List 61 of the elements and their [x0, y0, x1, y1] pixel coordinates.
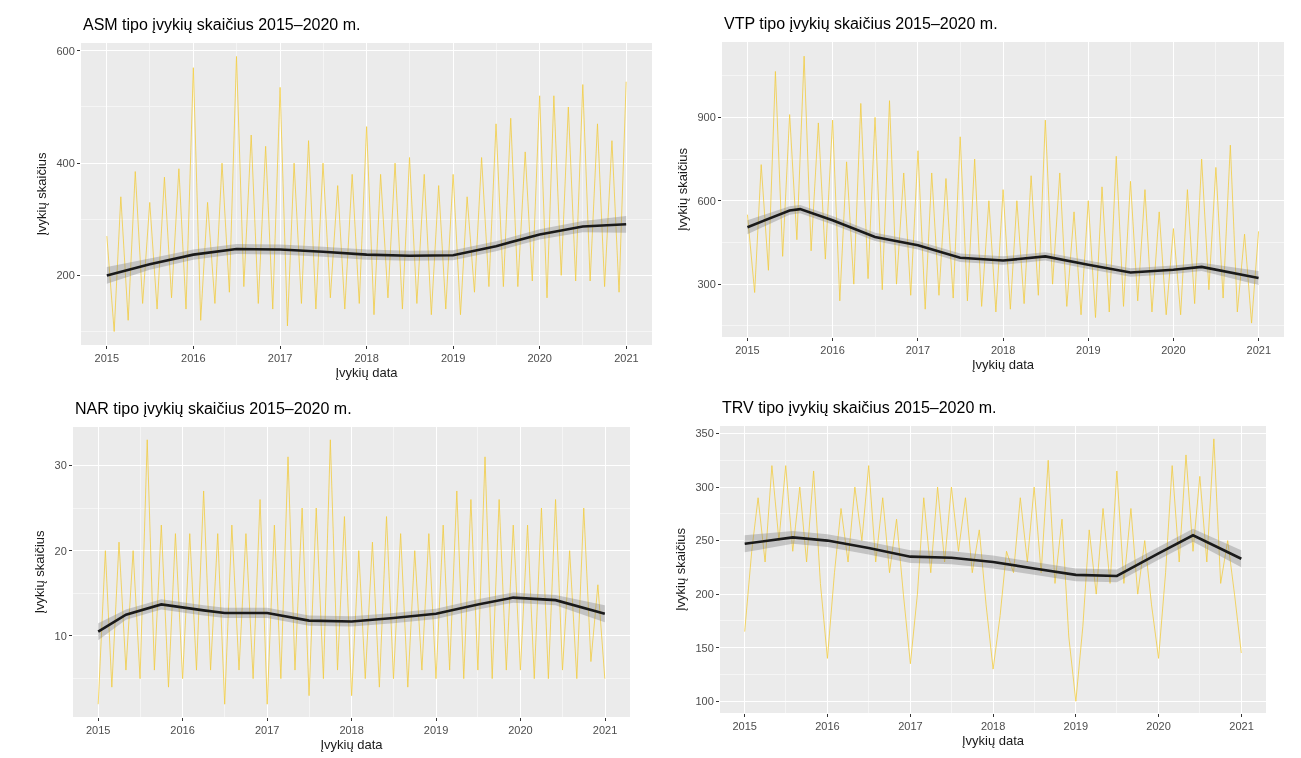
x-tick-label: 2017: [905, 344, 931, 357]
x-tick-label: 2021: [592, 724, 618, 737]
x-tick-label: 2018: [990, 344, 1016, 357]
line-series: [106, 56, 627, 332]
y-axis-title: Įvykių skaičius: [32, 529, 48, 614]
x-tick-label: 2020: [527, 352, 552, 365]
line-series: [747, 55, 1259, 324]
x-tick-label: 2018: [339, 724, 364, 737]
x-tick-label: 2021: [1246, 344, 1272, 357]
x-tick-label: 2015: [94, 352, 120, 365]
x-tick-label: 2020: [1146, 720, 1171, 733]
x-tick-label: 2015: [85, 724, 111, 737]
x-tick-label: 2020: [1161, 344, 1186, 357]
x-tick-label: 2016: [820, 344, 845, 357]
x-tick-label: 2018: [354, 352, 379, 365]
x-tick-label: 2015: [732, 720, 757, 733]
chart-title: ASM tipo įvykių skaičius 2015–2020 m.: [83, 16, 361, 33]
x-tick-label: 2017: [267, 352, 293, 365]
x-tick-label: 2018: [980, 720, 1006, 733]
x-tick-label: 2017: [254, 724, 280, 737]
x-tick-label: 2021: [1229, 720, 1254, 733]
x-tick-label: 2019: [440, 352, 466, 365]
y-tick-label: 250: [695, 534, 714, 547]
x-axis-title: Įvykių data: [961, 732, 1025, 748]
line-series: [105, 223, 628, 277]
x-tick-label: 2015: [735, 344, 760, 357]
y-tick-label: 20: [54, 544, 67, 557]
x-tick-label: 2016: [170, 724, 195, 737]
y-tick-label: 350: [695, 427, 714, 440]
y-tick-label: 600: [697, 194, 716, 207]
line-series: [96, 596, 607, 634]
y-tick-label: 300: [695, 480, 714, 493]
y-axis-title: Įvykių skaičius: [34, 151, 50, 236]
y-axis-title: Įvykių skaičius: [673, 527, 689, 612]
y-tick-label: 900: [697, 111, 716, 124]
x-tick-label: 2016: [181, 352, 206, 365]
x-tick-label: 2019: [1063, 720, 1089, 733]
y-tick-label: 100: [695, 695, 714, 708]
chart-title: TRV tipo įvykių skaičius 2015–2020 m.: [722, 399, 997, 416]
y-tick-label: 200: [695, 587, 714, 600]
y-tick-label: 400: [56, 156, 75, 169]
x-tick-label: 2020: [508, 724, 533, 737]
line-series: [744, 438, 1242, 702]
y-tick-label: 30: [54, 459, 67, 472]
x-tick-label: 2019: [1076, 344, 1101, 357]
x-axis-title: Įvykių data: [320, 736, 384, 752]
x-axis-title: Įvykių data: [335, 364, 399, 380]
y-axis-title: Įvykių skaičius: [675, 147, 691, 232]
x-axis-title: Įvykių data: [971, 356, 1035, 372]
y-tick-label: 600: [56, 44, 75, 57]
y-tick-label: 150: [695, 641, 714, 654]
y-tick-label: 10: [54, 629, 67, 642]
chart-title: VTP tipo įvykių skaičius 2015–2020 m.: [724, 15, 998, 32]
x-tick-label: 2019: [423, 724, 449, 737]
x-tick-label: 2016: [815, 720, 840, 733]
y-tick-label: 300: [697, 278, 716, 291]
y-tick-label: 200: [56, 269, 75, 282]
chart-title: NAR tipo įvykių skaičius 2015–2020 m.: [75, 400, 352, 417]
x-tick-label: 2017: [898, 720, 923, 733]
x-tick-label: 2021: [614, 352, 639, 365]
line-series: [97, 439, 606, 705]
